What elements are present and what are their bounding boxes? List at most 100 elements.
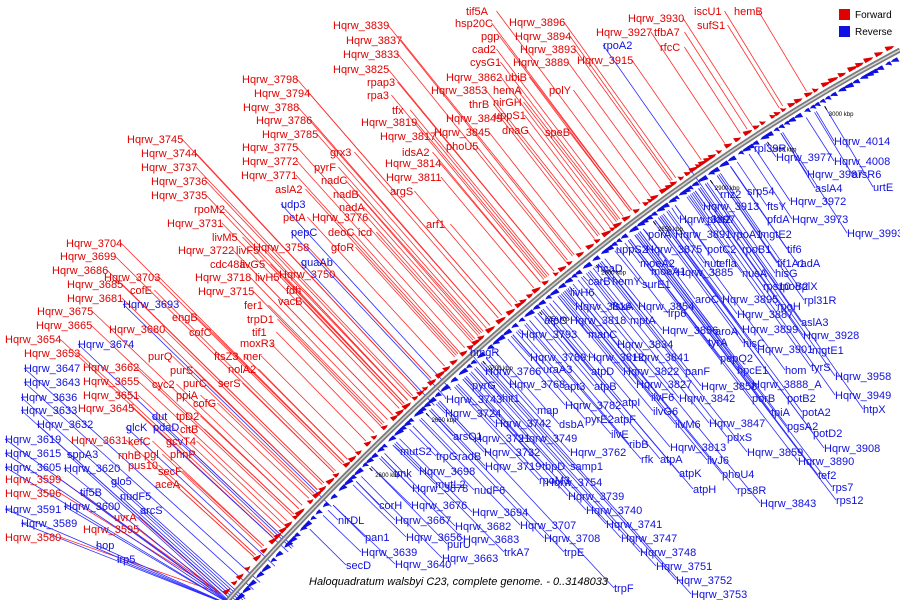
reverse-gene-label: Hqrw_3895 xyxy=(722,294,778,306)
reverse-gene-arrow xyxy=(403,420,412,427)
forward-gene-arrow xyxy=(466,344,475,350)
reverse-gene-label: hom xyxy=(785,365,806,377)
reverse-leader-line xyxy=(674,205,708,250)
reverse-gene-arrow xyxy=(809,104,817,109)
reverse-gene-label: udp3 xyxy=(281,199,305,211)
reverse-leader-line xyxy=(693,191,704,207)
forward-gene-arrow xyxy=(552,272,559,277)
reverse-leader-line xyxy=(755,149,791,202)
reverse-leader-line xyxy=(119,495,237,600)
forward-leader-line xyxy=(517,89,619,221)
legend-forward-label: Forward xyxy=(855,10,892,21)
reverse-leader-line xyxy=(637,232,833,488)
forward-gene-arrow xyxy=(325,477,335,485)
forward-gene-arrow xyxy=(283,521,293,529)
reverse-leader-line xyxy=(668,209,786,371)
forward-leader-line xyxy=(154,289,336,472)
reverse-gene-arrow xyxy=(486,344,495,350)
reverse-leader-line xyxy=(125,426,276,567)
reverse-leader-line xyxy=(480,362,677,581)
forward-leader-line xyxy=(270,342,367,442)
position-ticks: 2600 kbp 2650 kbp 2700 kbp 2750 kbp 2800 kbp… xyxy=(369,105,854,479)
reverse-gene-label: Hqrw_3742 xyxy=(495,418,551,430)
forward-gene-arrow xyxy=(427,378,437,386)
reverse-leader-line xyxy=(627,240,799,462)
tick-mark xyxy=(425,412,430,417)
forward-gene-arrow xyxy=(702,157,712,163)
reverse-gene-arrow xyxy=(564,277,574,284)
reverse-gene-label: radA xyxy=(797,258,821,270)
reverse-gene-label: nuc xyxy=(704,258,722,270)
reverse-leader-line xyxy=(666,211,705,264)
forward-gene-label: Hqrw_3845 xyxy=(434,127,490,139)
reverse-gene-arrow xyxy=(691,181,700,187)
forward-leader-line xyxy=(181,138,419,392)
forward-gene-label: Hqrw_3737 xyxy=(141,162,197,174)
reverse-leader-line xyxy=(409,428,437,457)
legend-reverse-swatch xyxy=(839,26,850,37)
forward-gene-arrow xyxy=(837,72,846,78)
forward-leader-line xyxy=(727,24,780,109)
reverse-leader-line xyxy=(280,203,452,391)
forward-gene-label: vacB xyxy=(278,296,302,308)
forward-leader-line xyxy=(650,31,726,144)
forward-gene-arrow xyxy=(471,338,481,346)
reverse-leader-line xyxy=(597,263,748,453)
reverse-gene-arrow xyxy=(819,98,827,103)
reverse-leader-line xyxy=(139,509,240,600)
forward-leader-line xyxy=(366,216,476,340)
reverse-gene-label: Hqrw_3856 xyxy=(662,325,718,337)
forward-gene-arrow xyxy=(612,221,623,229)
reverse-gene-arrow xyxy=(434,391,443,398)
reverse-leader-line xyxy=(654,219,825,449)
forward-gene-label: nadC xyxy=(321,175,347,187)
reverse-leader-line xyxy=(437,402,485,453)
forward-leader-line xyxy=(106,269,325,484)
forward-leader-line xyxy=(526,129,605,231)
forward-gene-arrow xyxy=(230,580,238,586)
reverse-leader-line xyxy=(152,426,289,553)
reverse-leader-line xyxy=(479,363,486,372)
reverse-leader-line xyxy=(582,275,589,282)
forward-leader-line xyxy=(163,328,323,485)
reverse-gene-arrow xyxy=(843,82,855,89)
reverse-gene-label: hmgR xyxy=(470,347,499,359)
forward-gene-label: kefC xyxy=(128,436,151,448)
reverse-gene-label: Hqrw_3748 xyxy=(640,547,696,559)
forward-gene-label: Hqrw_3680 xyxy=(109,324,165,336)
forward-gene-arrow xyxy=(646,198,654,203)
reverse-leader-line xyxy=(602,44,703,187)
reverse-gene-label: atpB xyxy=(594,381,617,393)
reverse-gene-arrow xyxy=(549,288,560,296)
reverse-gene-arrow xyxy=(524,309,535,318)
reverse-leader-line xyxy=(384,453,456,527)
reverse-gene-label: pfdA xyxy=(767,214,790,226)
reverse-gene-label: Hqrw_3682 xyxy=(455,521,511,533)
reverse-leader-line xyxy=(718,174,761,235)
forward-gene-label: hemB xyxy=(734,6,763,18)
reverse-gene-label: dsbA xyxy=(559,419,585,431)
forward-gene-label: nolA2 xyxy=(228,364,256,376)
reverse-gene-arrow xyxy=(388,435,397,442)
forward-leader-line xyxy=(409,109,548,277)
reverse-gene-label: guaAb xyxy=(301,257,333,269)
forward-gene-label: Hqrw_3645 xyxy=(78,403,134,415)
reverse-gene-label: Hqrw_4008 xyxy=(834,156,890,168)
reverse-gene-label: trpF xyxy=(614,583,634,595)
reverse-gene-arrow xyxy=(852,78,861,84)
forward-gene-label: Hqrw_3776 xyxy=(312,212,368,224)
forward-gene-arrow xyxy=(268,537,278,545)
forward-gene-label: gfoR xyxy=(331,242,354,254)
reverse-leader-line xyxy=(557,296,589,335)
forward-gene-label: Hqrw_3853 xyxy=(431,85,487,97)
reverse-leader-line xyxy=(482,360,692,595)
forward-gene-label: cofE xyxy=(130,285,152,297)
forward-leader-line xyxy=(488,131,582,250)
reverse-gene-label: surE1 xyxy=(642,279,671,291)
forward-gene-label: pus10 xyxy=(128,460,158,472)
forward-leader-line xyxy=(195,166,413,396)
reverse-gene-label: hit1 xyxy=(502,393,520,405)
forward-leader-line xyxy=(224,208,408,401)
forward-gene-arrow xyxy=(787,102,796,108)
